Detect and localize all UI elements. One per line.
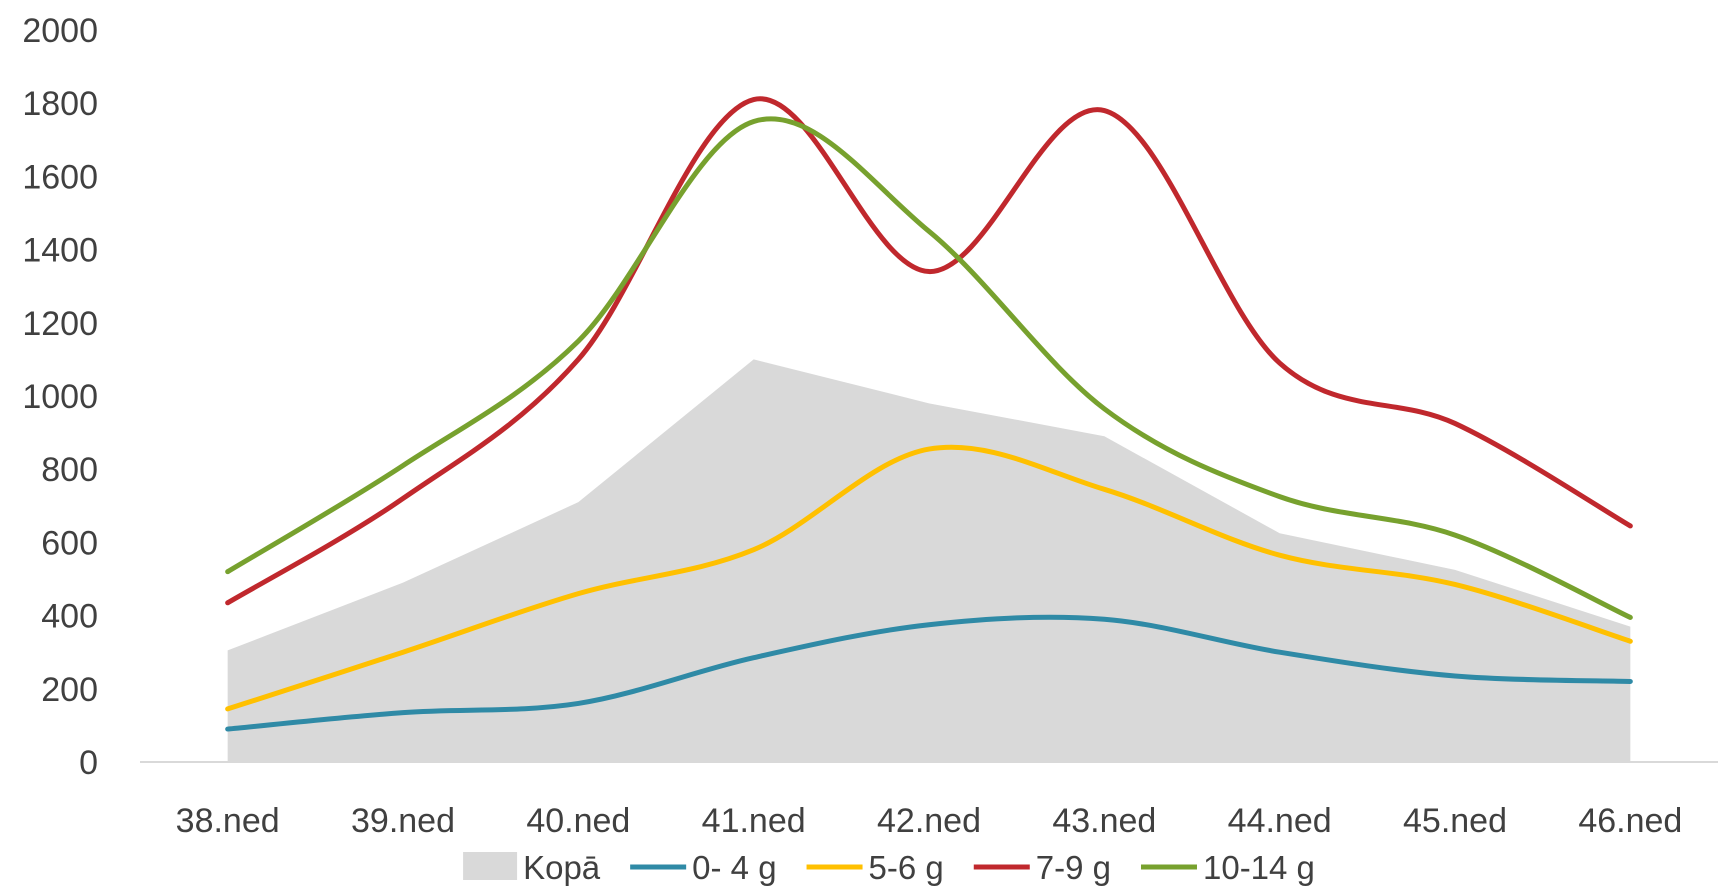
x-tick-label: 46.ned [1578, 802, 1682, 840]
line-series-5-6-g [225, 444, 1633, 712]
x-tick-label: 45.ned [1403, 802, 1507, 840]
y-tick-label: 1800 [22, 85, 98, 123]
y-tick-label: 600 [41, 524, 98, 562]
y-tick-label: 0 [79, 744, 98, 782]
y-tick-label: 1400 [22, 232, 98, 270]
y-tick-label: 800 [41, 451, 98, 489]
y-axis-ticks: 0 200 400 600 800 1000 1200 1400 1600 1800 2000 [22, 12, 98, 782]
x-tick-label: 44.ned [1228, 802, 1332, 840]
x-tick-label: 43.ned [1052, 802, 1156, 840]
x-tick-label: 39.ned [351, 802, 455, 840]
x-axis-ticks: 38.ned 39.ned 40.ned 41.ned 42.ned 43.ned 44.n… [176, 802, 1683, 840]
y-tick-label: 400 [41, 598, 98, 636]
y-tick-label: 1000 [22, 378, 98, 416]
legend: Kopā 0- 4 g 5-6 g 7-9 g 10-14 g [463, 849, 1315, 886]
line-series-7-9-g [225, 96, 1633, 606]
legend-label-5-6-g: 5-6 g [869, 849, 944, 886]
legend-label-7-9-g: 7-9 g [1036, 849, 1111, 886]
y-tick-label: 1600 [22, 158, 98, 196]
legend-label-10-14-g: 10-14 g [1203, 849, 1315, 886]
legend-swatch-kopa [463, 852, 518, 880]
line-series-10-14-g [225, 116, 1633, 620]
x-tick-label: 40.ned [526, 802, 630, 840]
plot-area [140, 96, 1718, 763]
y-tick-label: 2000 [22, 12, 98, 50]
y-tick-label: 200 [41, 671, 98, 709]
area-series-kopa [227, 359, 1631, 762]
y-tick-label: 1200 [22, 305, 98, 343]
legend-label-kopa: Kopā [523, 849, 601, 886]
line-series-0-4-g [225, 614, 1633, 732]
x-tick-label: 42.ned [877, 802, 981, 840]
x-tick-label: 41.ned [702, 802, 806, 840]
x-tick-label: 38.ned [176, 802, 280, 840]
legend-label-0-4-g: 0- 4 g [692, 849, 776, 886]
